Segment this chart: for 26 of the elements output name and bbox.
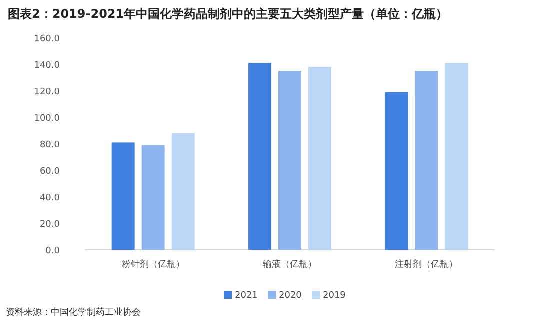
- x-tick-label: 注射剂（亿瓶）: [395, 259, 458, 270]
- bar: [385, 92, 408, 250]
- bar: [415, 71, 438, 250]
- y-tick-label: 20.0: [40, 220, 60, 230]
- y-tick-label: 40.0: [40, 194, 60, 204]
- x-tick-label: 输液（亿瓶）: [263, 259, 317, 270]
- bar: [445, 63, 468, 250]
- bar: [308, 67, 332, 250]
- bar: [278, 71, 302, 250]
- legend-label: 2019: [323, 291, 346, 301]
- legend-label: 2021: [235, 291, 258, 301]
- bar: [248, 63, 272, 250]
- chart-title: 图表2：2019-2021年中国化学药品制剂中的主要五大类剂型产量（单位：亿瓶）: [8, 7, 448, 21]
- bar: [142, 145, 165, 250]
- y-tick-label: 120.0: [34, 88, 60, 98]
- y-tick-label: 60.0: [40, 167, 60, 177]
- y-tick-label: 0.0: [46, 246, 60, 256]
- y-tick-label: 100.0: [34, 114, 60, 124]
- bar: [172, 133, 195, 250]
- y-tick-label: 140.0: [34, 61, 60, 71]
- x-tick-label: 粉针剂（亿瓶）: [122, 259, 185, 270]
- y-tick-label: 80.0: [40, 140, 60, 150]
- legend-label: 2020: [279, 291, 302, 301]
- y-tick-label: 160.0: [34, 34, 60, 44]
- text: 资料来源：中国化学制药工业协会: [6, 307, 141, 318]
- bar: [112, 142, 135, 250]
